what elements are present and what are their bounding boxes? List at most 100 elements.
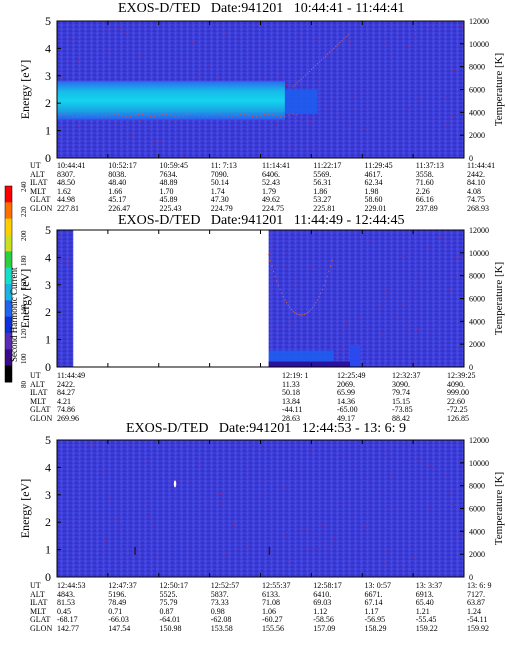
ephemeris-value: 1.17 (364, 606, 379, 616)
noise-speck (225, 506, 227, 508)
colorbar-tick-label: 120 (20, 328, 28, 340)
noise-speck (196, 141, 198, 143)
noise-speck (323, 234, 325, 236)
noise-speck (388, 453, 390, 455)
noise-speck (396, 350, 397, 352)
noise-speck (272, 243, 274, 245)
noise-speck (292, 145, 293, 147)
noise-speck (71, 502, 73, 503)
noise-speck (96, 568, 98, 570)
intensity-spike (350, 345, 361, 367)
ephemeris-value: 13.84 (282, 396, 300, 406)
noise-speck (245, 462, 247, 464)
ephemeris-row-label: GLON (30, 413, 53, 423)
noise-speck (309, 456, 311, 458)
noise-speck (450, 492, 451, 494)
temperature-point (289, 306, 291, 309)
y-right-tick-label: 0 (469, 154, 473, 163)
noise-speck (247, 131, 249, 133)
noise-speck (388, 446, 390, 448)
ephemeris-value: 1.74 (210, 186, 225, 196)
temperature-point (243, 113, 245, 115)
noise-speck (310, 121, 311, 123)
noise-speck (62, 235, 64, 237)
y-axis-label: Energy [eV] (18, 479, 32, 538)
ephemeris-row: ILAT 48.50 48.40 48.89 50.14 52.43 56.31 62.34 7… (30, 179, 500, 188)
temperature-point (255, 116, 258, 118)
noise-speck (390, 474, 392, 475)
noise-speck (91, 446, 93, 448)
noise-speck (416, 329, 418, 331)
noise-speck (418, 42, 420, 44)
temperature-point (145, 114, 148, 117)
noise-speck (352, 78, 354, 80)
noise-speck (301, 530, 303, 532)
noise-speck (333, 89, 334, 91)
ephemeris-row-label: MLT (30, 186, 47, 196)
data-gap (73, 230, 269, 367)
noise-speck (342, 268, 344, 270)
noise-speck (174, 471, 176, 473)
noise-speck (309, 239, 311, 241)
noise-speck (441, 346, 443, 347)
noise-speck (186, 60, 188, 62)
noise-speck (224, 31, 226, 33)
ephemeris-value: 45.17 (108, 195, 127, 205)
temperature-point (276, 115, 278, 117)
noise-speck (137, 54, 139, 56)
noise-speck (132, 135, 133, 137)
noise-speck (67, 262, 69, 264)
noise-speck (394, 493, 396, 495)
noise-speck (78, 126, 80, 128)
ephemeris-row: MLT 0.45 0.71 0.87 0.98 1.06 1.12 1.17 1.21 1.24 (30, 606, 500, 617)
noise-speck (225, 554, 227, 555)
noise-speck (453, 70, 455, 71)
y-right-tick-label: 8000 (469, 482, 485, 491)
ephemeris-value: 50.18 (282, 388, 300, 398)
noise-speck (406, 481, 407, 483)
noise-speck (75, 475, 77, 477)
noise-speck (222, 129, 224, 131)
noise-speck (89, 532, 91, 534)
y-right-tick-label: 4000 (469, 317, 485, 326)
noise-speck (323, 463, 325, 465)
ephemeris-row: ALT 4843. 5196. 5525. 5837. 6133. 6410. 6671. 69… (30, 589, 500, 600)
temperature-point (280, 116, 282, 118)
bright-spike (173, 480, 177, 488)
noise-speck (141, 53, 143, 55)
noise-speck (357, 151, 359, 153)
noise-speck (191, 529, 193, 531)
ephemeris-value: 224.79 (210, 203, 233, 213)
ephemeris-value: 1.21 (415, 606, 430, 616)
noise-speck (299, 317, 300, 319)
ephemeris-value: 3558. (415, 169, 434, 179)
temperature-point (64, 113, 66, 115)
noise-speck (317, 38, 319, 40)
noise-speck (91, 527, 93, 529)
noise-speck (129, 508, 131, 510)
noise-speck (209, 143, 211, 145)
noise-speck (442, 116, 444, 118)
noise-speck (356, 463, 357, 465)
temperature-point (251, 115, 253, 118)
noise-speck (248, 473, 250, 475)
noise-speck (310, 447, 311, 449)
noise-speck (266, 43, 268, 45)
y-right-tick-label: 6000 (469, 295, 485, 304)
noise-speck (461, 26, 463, 28)
noise-speck (67, 61, 69, 63)
temperature-point (269, 259, 271, 262)
ephemeris-row: ALT 8307. 8038. 7634. 7090. 6406. 5569. 4617. 35… (30, 169, 500, 180)
y-right-tick-label: 10000 (469, 40, 489, 49)
noise-speck (413, 558, 415, 560)
noise-speck (329, 460, 331, 462)
ephemeris-value: 44.98 (57, 195, 75, 205)
colorbar-swatch (5, 316, 12, 334)
temperature-point (223, 115, 225, 117)
ephemeris-value: 4843. (57, 589, 75, 599)
ephemeris-value: 1.24 (467, 606, 481, 616)
noise-speck (120, 460, 122, 462)
noise-speck (428, 248, 430, 250)
noise-speck (305, 273, 306, 275)
noise-speck (401, 562, 403, 564)
